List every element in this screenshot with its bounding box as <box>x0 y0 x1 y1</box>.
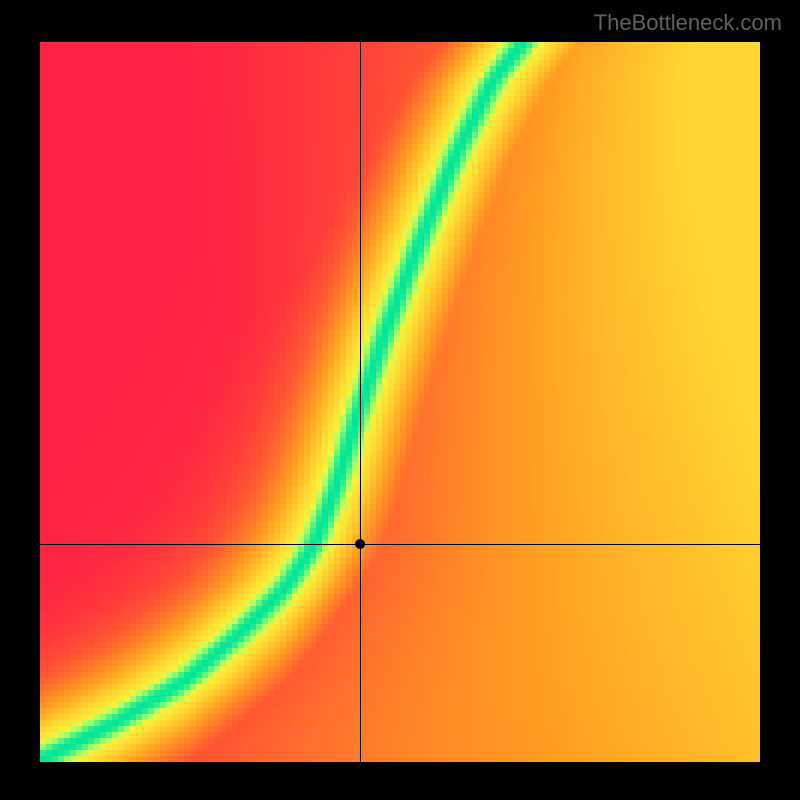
heatmap-canvas <box>40 42 760 762</box>
crosshair-horizontal <box>40 544 760 545</box>
crosshair-vertical <box>360 42 361 762</box>
bottleneck-heatmap <box>40 42 760 762</box>
selected-point <box>355 539 365 549</box>
watermark-text: TheBottleneck.com <box>594 10 782 36</box>
